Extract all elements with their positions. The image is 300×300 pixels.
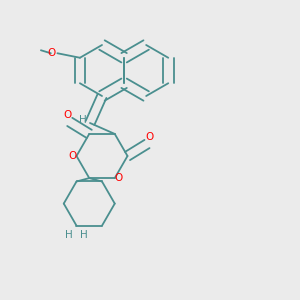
Text: O: O (145, 133, 154, 142)
Text: H: H (80, 230, 88, 240)
Text: H: H (65, 230, 73, 240)
Text: O: O (48, 48, 56, 58)
Text: O: O (63, 110, 71, 120)
Text: O: O (114, 173, 122, 183)
Text: O: O (69, 151, 77, 161)
Text: H: H (79, 115, 86, 125)
